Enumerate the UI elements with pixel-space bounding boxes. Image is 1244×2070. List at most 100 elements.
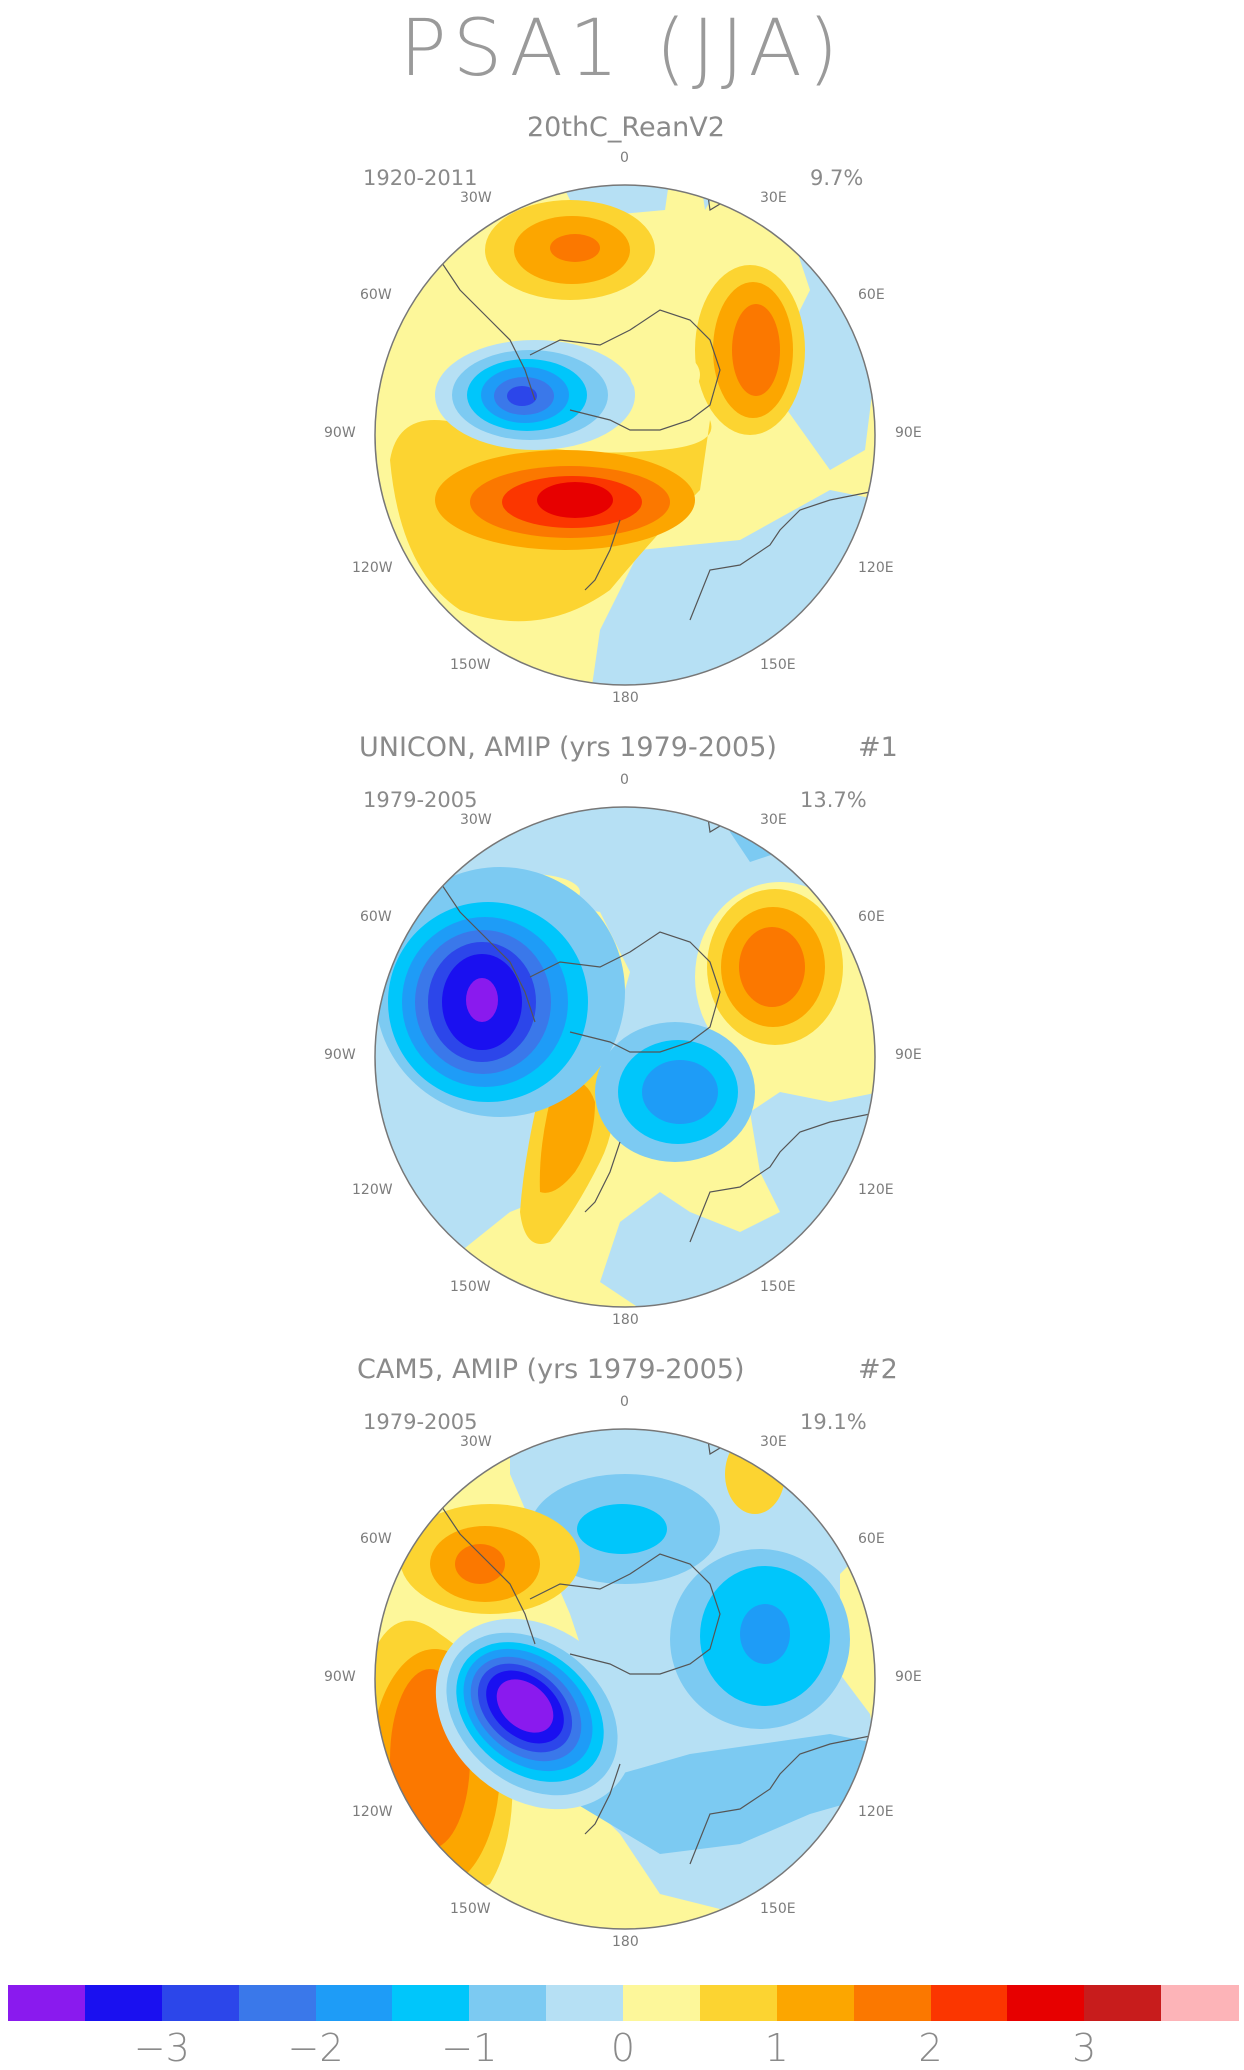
polar-map-2 bbox=[374, 806, 876, 1308]
lon-label-30e: 30E bbox=[760, 190, 787, 206]
lon-label-30w: 30W bbox=[460, 190, 492, 206]
coastline-antarctica bbox=[529, 1553, 721, 1675]
figure-title: PSA1 (JJA) bbox=[399, 4, 845, 94]
lon-label-120w: 120W bbox=[352, 1804, 393, 1820]
lon-label-60e: 60E bbox=[858, 1531, 885, 1547]
colorbar-cell bbox=[623, 1985, 701, 2021]
coastline-new-zealand bbox=[584, 1763, 621, 1835]
colorbar-cell bbox=[161, 1985, 240, 2021]
field-neg6 bbox=[507, 386, 537, 406]
map-boundary bbox=[374, 1428, 876, 1930]
colorbar-cell bbox=[1007, 1985, 1085, 2021]
field-neg8 bbox=[466, 978, 498, 1022]
colorbar-label: −1 bbox=[441, 2026, 498, 2070]
field-neg4 bbox=[740, 1604, 790, 1664]
panel-title: 20thC_ReanV2 bbox=[527, 112, 725, 143]
polar-map-1 bbox=[374, 184, 876, 686]
colorbar-label: 2 bbox=[918, 2026, 943, 2070]
panel-number: #1 bbox=[858, 732, 898, 763]
colorbar-label: 0 bbox=[610, 2026, 636, 2070]
lon-label-30e: 30E bbox=[760, 812, 787, 828]
coastline-antarctica bbox=[529, 931, 721, 1053]
lon-label-120e: 120E bbox=[858, 1804, 894, 1820]
coastline-australia bbox=[689, 1733, 875, 1865]
lon-label-90e: 90E bbox=[895, 425, 922, 441]
years-label: 1920-2011 bbox=[363, 166, 478, 190]
lon-label-150e: 150E bbox=[760, 657, 796, 673]
lon-label-150e: 150E bbox=[760, 1279, 796, 1295]
field-neg3 bbox=[577, 1504, 667, 1554]
lon-label-30w: 30W bbox=[460, 812, 492, 828]
colorbar-cell bbox=[1161, 1985, 1239, 2021]
coastline-new-zealand bbox=[584, 1141, 621, 1213]
lon-label-60e: 60E bbox=[858, 909, 885, 925]
lon-label-0: 0 bbox=[620, 772, 629, 788]
coastline-australia bbox=[689, 489, 875, 621]
lon-label-30e: 30E bbox=[760, 1434, 787, 1450]
lon-label-150w: 150W bbox=[450, 657, 491, 673]
variance-percent: 13.7% bbox=[800, 788, 867, 812]
lon-label-90w: 90W bbox=[324, 1047, 356, 1063]
field-neg8 bbox=[496, 1679, 554, 1733]
field-pos3 bbox=[550, 234, 600, 262]
lon-label-90e: 90E bbox=[895, 1047, 922, 1063]
lon-label-90w: 90W bbox=[324, 1669, 356, 1685]
polar-map-3 bbox=[374, 1428, 876, 1930]
colorbar-label: −2 bbox=[287, 2026, 344, 2070]
field-pos3 bbox=[455, 1544, 505, 1584]
lon-label-0: 0 bbox=[620, 1394, 629, 1410]
lon-label-30w: 30W bbox=[460, 1434, 492, 1450]
coastline-new-zealand bbox=[584, 519, 621, 591]
colorbar-cell bbox=[930, 1985, 1008, 2021]
colorbar-cell bbox=[699, 1985, 778, 2021]
colorbar-label: −3 bbox=[133, 2026, 190, 2070]
lon-label-180: 180 bbox=[612, 690, 639, 706]
lon-label-120e: 120E bbox=[858, 1182, 894, 1198]
colorbar-cell bbox=[546, 1985, 624, 2021]
colorbar-cell bbox=[1084, 1985, 1162, 2021]
field-pos3 bbox=[739, 927, 805, 1007]
panel-title: UNICON, AMIP (yrs 1979-2005) bbox=[359, 732, 777, 763]
colorbar-cell bbox=[392, 1985, 470, 2021]
colorbar-label: 1 bbox=[764, 2026, 789, 2070]
field-pos5 bbox=[537, 482, 613, 518]
field-neg4 bbox=[642, 1060, 718, 1124]
coastline-antarctica bbox=[529, 309, 721, 431]
colorbar-cell bbox=[84, 1985, 163, 2021]
colorbar-cell bbox=[469, 1985, 547, 2021]
lon-label-60w: 60W bbox=[360, 909, 392, 925]
lon-label-120w: 120W bbox=[352, 560, 393, 576]
lon-label-120e: 120E bbox=[858, 560, 894, 576]
years-label: 1979-2005 bbox=[363, 1410, 478, 1434]
lon-label-90w: 90W bbox=[324, 425, 356, 441]
lon-label-150e: 150E bbox=[760, 1901, 796, 1917]
variance-percent: 19.1% bbox=[800, 1410, 867, 1434]
lon-label-60w: 60W bbox=[360, 1531, 392, 1547]
panel-number: #2 bbox=[858, 1354, 898, 1385]
lon-label-120w: 120W bbox=[352, 1182, 393, 1198]
colorbar-label: 3 bbox=[1072, 2026, 1097, 2070]
lon-label-180: 180 bbox=[612, 1312, 639, 1328]
colorbar-cell bbox=[853, 1985, 931, 2021]
map-boundary bbox=[374, 806, 876, 1308]
field-pos1-island bbox=[630, 350, 700, 400]
colorbar-cell bbox=[238, 1985, 316, 2021]
lon-label-180: 180 bbox=[612, 1934, 639, 1950]
field-neg2 bbox=[560, 1734, 875, 1854]
lon-label-150w: 150W bbox=[450, 1279, 491, 1295]
colorbar-cell bbox=[8, 1985, 86, 2021]
field-pos3 bbox=[732, 304, 780, 396]
colorbar bbox=[8, 1985, 1239, 2021]
field-pos2 bbox=[539, 1079, 595, 1193]
colorbar-cell bbox=[776, 1985, 855, 2021]
lon-label-60w: 60W bbox=[360, 287, 392, 303]
variance-percent: 9.7% bbox=[810, 166, 864, 190]
lon-label-90e: 90E bbox=[895, 1669, 922, 1685]
lon-label-60e: 60E bbox=[858, 287, 885, 303]
colorbar-cell bbox=[315, 1985, 393, 2021]
lon-label-0: 0 bbox=[620, 150, 629, 166]
lon-label-150w: 150W bbox=[450, 1901, 491, 1917]
panel-title: CAM5, AMIP (yrs 1979-2005) bbox=[357, 1354, 745, 1385]
years-label: 1979-2005 bbox=[363, 788, 478, 812]
map-boundary bbox=[374, 184, 876, 686]
